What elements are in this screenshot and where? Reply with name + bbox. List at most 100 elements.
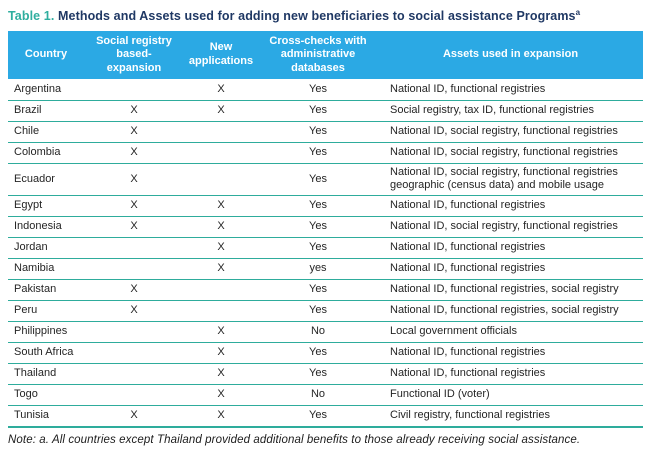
cell-country: Philippines bbox=[8, 321, 84, 344]
cell-country: South Africa bbox=[8, 342, 84, 365]
table-title-text: Methods and Assets used for adding new b… bbox=[58, 9, 576, 24]
table-row: Philippines X No Local government officials bbox=[8, 321, 643, 344]
table-body: Argentina X Yes National ID, functional reg… bbox=[8, 79, 643, 428]
table-row: Ecuador X Yes National ID, social registry,… bbox=[8, 163, 643, 197]
cell-cross-checks: Yes bbox=[258, 121, 378, 143]
cell-assets: National ID, functional registries bbox=[378, 237, 643, 260]
cell-country: Brazil bbox=[8, 100, 84, 122]
cell-new-applications: X bbox=[184, 195, 258, 218]
cell-country: Tunisia bbox=[8, 405, 84, 428]
cell-cross-checks: Yes bbox=[258, 237, 378, 260]
cell-new-applications bbox=[184, 121, 258, 143]
table-row: South Africa X Yes National ID, functional … bbox=[8, 342, 643, 365]
table-row: Peru X Yes National ID, functional registri… bbox=[8, 300, 643, 323]
cell-social-registry: X bbox=[84, 142, 184, 164]
cell-cross-checks: Yes bbox=[258, 79, 378, 101]
cell-social-registry: X bbox=[84, 121, 184, 143]
table-row: Egypt X X Yes National ID, functional regist… bbox=[8, 195, 643, 218]
cell-cross-checks: Yes bbox=[258, 100, 378, 122]
cell-cross-checks: No bbox=[258, 384, 378, 407]
cell-cross-checks: Yes bbox=[258, 163, 378, 197]
cell-social-registry: X bbox=[84, 300, 184, 323]
cell-country: Thailand bbox=[8, 363, 84, 386]
cell-social-registry bbox=[84, 342, 184, 365]
cell-new-applications bbox=[184, 163, 258, 197]
cell-new-applications bbox=[184, 142, 258, 164]
cell-assets: National ID, social registry, functional… bbox=[378, 142, 643, 164]
cell-country: Togo bbox=[8, 384, 84, 407]
table-title-label: Table 1. bbox=[8, 9, 55, 24]
cell-assets: National ID, social registry, functional… bbox=[378, 163, 643, 197]
cell-cross-checks: yes bbox=[258, 258, 378, 281]
cell-cross-checks: Yes bbox=[258, 405, 378, 428]
cell-new-applications: X bbox=[184, 363, 258, 386]
cell-social-registry: X bbox=[84, 100, 184, 122]
cell-social-registry: X bbox=[84, 163, 184, 197]
table-header: Country Social registry based- expansion… bbox=[8, 31, 643, 80]
column-header-country: Country bbox=[8, 31, 84, 80]
cell-new-applications: X bbox=[184, 258, 258, 281]
cell-new-applications: X bbox=[184, 342, 258, 365]
table-row: Pakistan X Yes National ID, functional regi… bbox=[8, 279, 643, 302]
table-row: Chile X Yes National ID, social registry, f… bbox=[8, 121, 643, 143]
cell-new-applications: X bbox=[184, 384, 258, 407]
cell-country: Argentina bbox=[8, 79, 84, 101]
column-header-cross-checks: Cross-checks with administrative databas… bbox=[258, 31, 378, 80]
cell-social-registry: X bbox=[84, 216, 184, 239]
table-footnote: Note: a. All countries except Thailand p… bbox=[8, 433, 581, 446]
cell-social-registry bbox=[84, 363, 184, 386]
table-title: Table 1. Methods and Assets used for add… bbox=[8, 8, 643, 23]
cell-social-registry: X bbox=[84, 195, 184, 218]
cell-country: Peru bbox=[8, 300, 84, 323]
cell-new-applications: X bbox=[184, 405, 258, 428]
cell-assets: National ID, functional registries bbox=[378, 363, 643, 386]
table-row: Brazil X X Yes Social registry, tax ID, func… bbox=[8, 100, 643, 122]
cell-cross-checks: Yes bbox=[258, 300, 378, 323]
cell-social-registry bbox=[84, 258, 184, 281]
cell-social-registry bbox=[84, 237, 184, 260]
column-header-social-registry: Social registry based- expansion bbox=[84, 31, 184, 80]
cell-assets: National ID, social registry, functional… bbox=[378, 121, 643, 143]
cell-cross-checks: Yes bbox=[258, 216, 378, 239]
cell-assets: National ID, functional registries, soci… bbox=[378, 300, 643, 323]
table-row: Argentina X Yes National ID, functional reg… bbox=[8, 79, 643, 101]
cell-cross-checks: Yes bbox=[258, 195, 378, 218]
cell-social-registry bbox=[84, 321, 184, 344]
table-row: Togo X No Functional ID (voter) bbox=[8, 384, 643, 407]
cell-assets: National ID, functional registries bbox=[378, 258, 643, 281]
table-row: Tunisia X X Yes Civil registry, functional r… bbox=[8, 405, 643, 428]
cell-country: Jordan bbox=[8, 237, 84, 260]
cell-assets: National ID, functional registries, soci… bbox=[378, 279, 643, 302]
page: Table 1. Methods and Assets used for add… bbox=[8, 8, 643, 446]
cell-assets: Social registry, tax ID, functional regi… bbox=[378, 100, 643, 122]
table-row: Thailand X Yes National ID, functional regi… bbox=[8, 363, 643, 386]
cell-cross-checks: Yes bbox=[258, 142, 378, 164]
cell-cross-checks: No bbox=[258, 321, 378, 344]
cell-assets: National ID, functional registries bbox=[378, 79, 643, 101]
cell-new-applications: X bbox=[184, 237, 258, 260]
cell-country: Egypt bbox=[8, 195, 84, 218]
beneficiaries-table: Country Social registry based- expansion… bbox=[8, 31, 643, 428]
cell-new-applications: X bbox=[184, 79, 258, 101]
cell-social-registry: X bbox=[84, 405, 184, 428]
cell-country: Chile bbox=[8, 121, 84, 143]
cell-new-applications bbox=[184, 300, 258, 323]
table-header-row: Country Social registry based- expansion… bbox=[8, 31, 643, 80]
cell-country: Ecuador bbox=[8, 163, 84, 197]
column-header-assets: Assets used in expansion bbox=[378, 31, 643, 80]
cell-social-registry: X bbox=[84, 279, 184, 302]
cell-assets: National ID, functional registries bbox=[378, 195, 643, 218]
table-row: Jordan X Yes National ID, functional regist… bbox=[8, 237, 643, 260]
cell-cross-checks: Yes bbox=[258, 342, 378, 365]
cell-new-applications: X bbox=[184, 100, 258, 122]
cell-new-applications: X bbox=[184, 216, 258, 239]
cell-country: Indonesia bbox=[8, 216, 84, 239]
cell-cross-checks: Yes bbox=[258, 363, 378, 386]
cell-country: Pakistan bbox=[8, 279, 84, 302]
table-title-footnote-marker: a bbox=[575, 8, 581, 17]
cell-cross-checks: Yes bbox=[258, 279, 378, 302]
cell-country: Namibia bbox=[8, 258, 84, 281]
cell-assets: National ID, functional registries bbox=[378, 342, 643, 365]
cell-social-registry bbox=[84, 79, 184, 101]
